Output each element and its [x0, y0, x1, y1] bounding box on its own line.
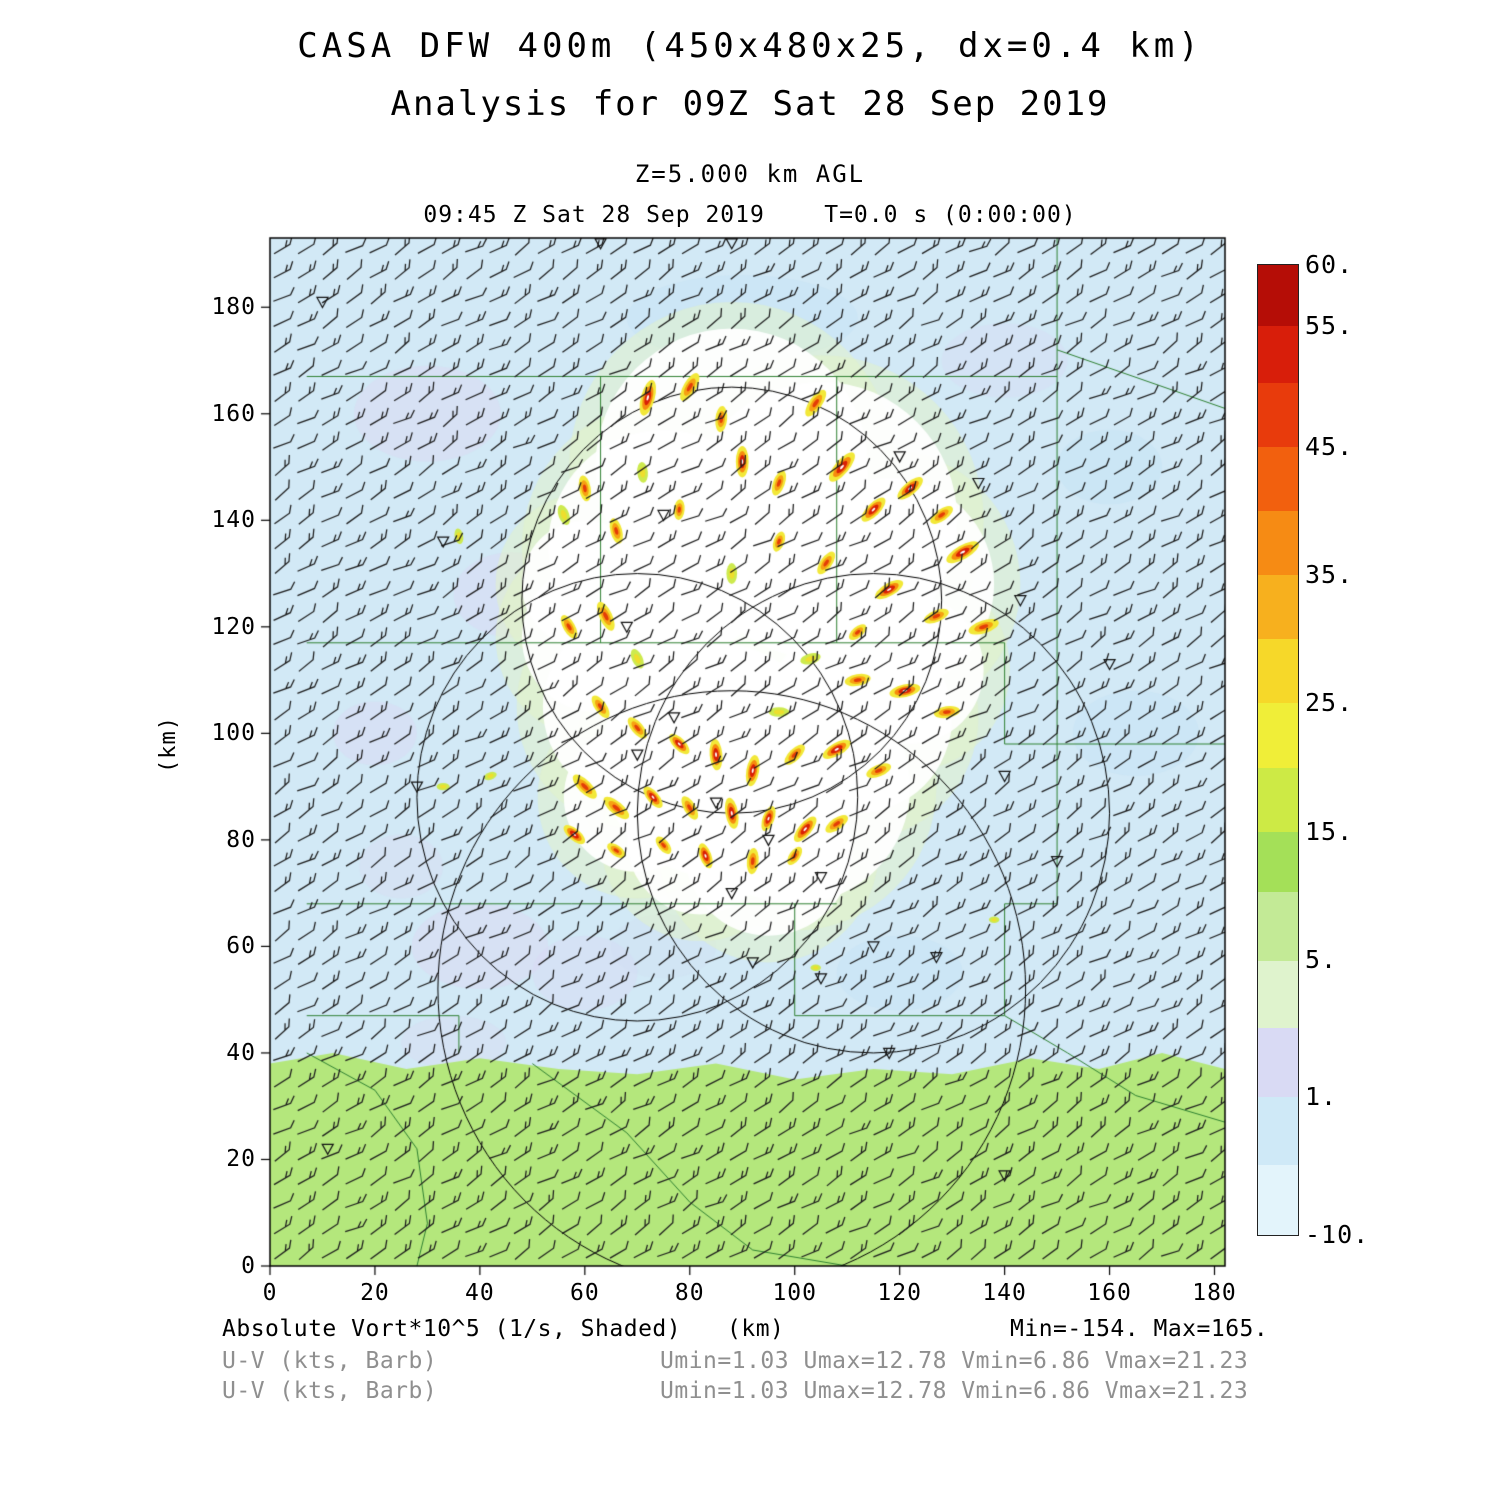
colorbar-segment — [1258, 265, 1298, 327]
y-tick-label: 140 — [211, 507, 256, 534]
colorbar-segment — [1258, 891, 1298, 961]
barb-stats-1: Umin=1.03 Umax=12.78 Vmin=6.86 Vmax=21.2… — [660, 1348, 1249, 1374]
y-tick-label: 160 — [211, 400, 256, 427]
y-tick-label: 40 — [226, 1039, 256, 1066]
barb-stats-2: Umin=1.03 Umax=12.78 Vmin=6.86 Vmax=21.2… — [660, 1378, 1249, 1404]
x-tick-label: 20 — [360, 1280, 390, 1306]
colorbar-segment — [1258, 768, 1298, 833]
plot-canvas — [196, 226, 1236, 1318]
y-axis-label: (km) — [155, 716, 181, 773]
x-tick-label: 100 — [772, 1280, 817, 1306]
colorbar-segment — [1258, 447, 1298, 512]
colorbar-segment — [1258, 511, 1298, 576]
plot-subtitle: Analysis for 09Z Sat 28 Sep 2019 — [390, 84, 1110, 124]
plot-title: CASA DFW 400m (450x480x25, dx=0.4 km) — [297, 26, 1203, 66]
y-tick-label: 100 — [211, 720, 256, 747]
colorbar-label: 15. — [1305, 817, 1354, 847]
colorbar-segment — [1258, 960, 1298, 1029]
colorbar-segment — [1258, 703, 1298, 769]
colorbar-segment — [1258, 1097, 1298, 1166]
field-minmax-label: Min=-154. Max=165. — [1010, 1316, 1269, 1342]
colorbar — [1257, 264, 1299, 1236]
y-tick-label: 120 — [211, 613, 256, 640]
y-tick-label: 20 — [226, 1146, 256, 1173]
colorbar-label: 25. — [1305, 688, 1354, 718]
colorbar-segment — [1258, 1165, 1298, 1235]
colorbar-label: 5. — [1305, 945, 1338, 975]
barb-legend-label-1: U-V (kts, Barb) — [222, 1348, 438, 1374]
colorbar-segment — [1258, 383, 1298, 448]
colorbar-segment — [1258, 832, 1298, 892]
y-tick-label: 60 — [226, 933, 256, 960]
x-tick-label: 0 — [262, 1280, 278, 1306]
y-tick-label: 0 — [241, 1253, 256, 1279]
colorbar-label: 1. — [1305, 1082, 1338, 1112]
x-tick-label: 60 — [569, 1280, 600, 1306]
y-tick-label: 80 — [226, 826, 256, 853]
colorbar-segment — [1258, 639, 1298, 704]
colorbar-segment — [1258, 1028, 1298, 1098]
colorbar-label: 55. — [1305, 311, 1354, 341]
time-label: 09:45 Z Sat 28 Sep 2019 T=0.0 s (0:00:00… — [423, 202, 1077, 228]
field-legend-label: Absolute Vort*10^5 (1/s, Shaded) — [222, 1316, 682, 1342]
colorbar-segment — [1258, 326, 1298, 384]
x-axis-unit-label: (km) — [727, 1316, 785, 1342]
x-tick-label: 120 — [877, 1280, 922, 1306]
colorbar-label: 35. — [1305, 560, 1354, 590]
colorbar-segment — [1258, 575, 1298, 640]
x-tick-label: 180 — [1192, 1280, 1237, 1306]
x-tick-label: 160 — [1087, 1280, 1132, 1306]
x-tick-label: 80 — [674, 1280, 705, 1306]
x-tick-label: 140 — [982, 1280, 1027, 1306]
colorbar-label: 45. — [1305, 432, 1354, 462]
colorbar-label: 60. — [1305, 250, 1354, 279]
barb-legend-label-2: U-V (kts, Barb) — [222, 1378, 438, 1404]
x-tick-label: 40 — [465, 1280, 495, 1306]
y-tick-label: 180 — [211, 294, 256, 321]
colorbar-label: -10. — [1305, 1220, 1370, 1249]
level-label: Z=5.000 km AGL — [634, 160, 866, 188]
